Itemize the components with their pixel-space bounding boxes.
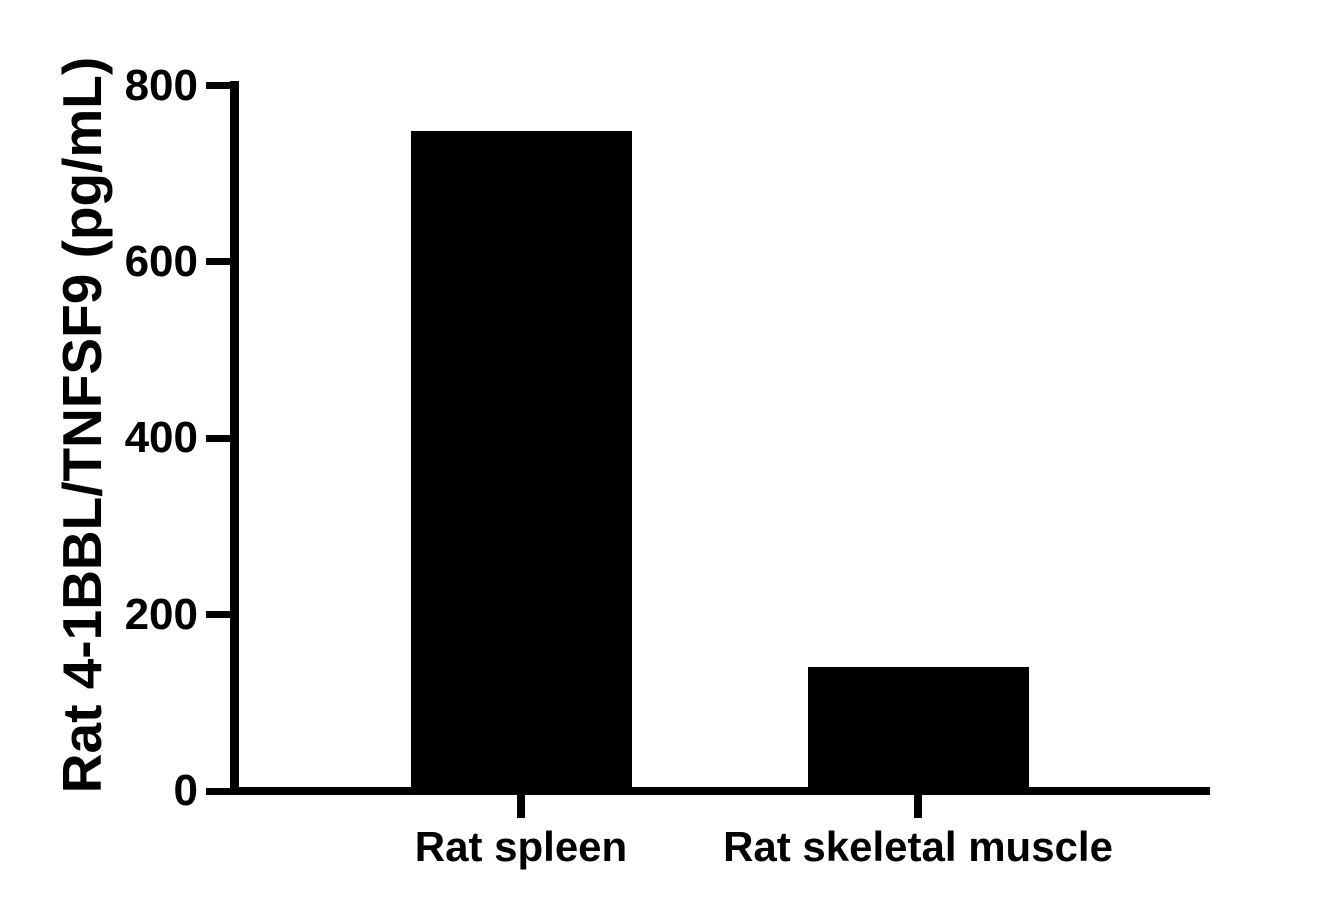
y-axis-tick: [206, 82, 230, 89]
x-axis-tick: [517, 795, 525, 818]
bar-rat-spleen: [410, 131, 632, 791]
x-axis-category-label: Rat spleen: [414, 823, 628, 870]
y-axis-tick-label: 200: [124, 589, 198, 639]
y-axis-tick: [206, 787, 230, 795]
y-axis-line: [230, 81, 239, 795]
x-axis-line: [230, 787, 1210, 795]
y-axis-tick-label: 400: [124, 413, 198, 463]
y-axis-tick: [206, 258, 230, 266]
bar-rat-skeletal-muscle: [807, 666, 1029, 791]
y-axis-tick-label: 0: [173, 766, 198, 815]
y-axis-tick-label: 600: [124, 236, 198, 286]
y-axis-tick: [206, 611, 230, 619]
y-axis-tick: [206, 434, 230, 442]
y-axis-tick-label: 800: [124, 60, 198, 110]
x-axis-tick: [914, 795, 922, 818]
x-axis-category-label: Rat skeletal muscle: [723, 823, 1113, 870]
